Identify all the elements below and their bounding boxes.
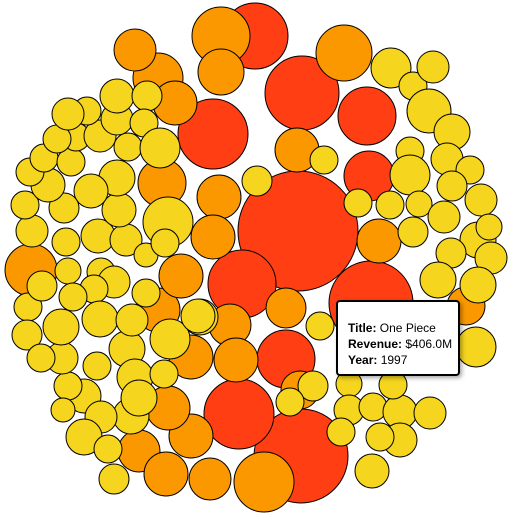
bubble[interactable] [82, 351, 112, 381]
bubble[interactable] [309, 145, 339, 175]
bubble[interactable] [419, 261, 457, 299]
bubble[interactable] [233, 451, 295, 513]
bubble[interactable] [197, 48, 245, 96]
bubble[interactable] [131, 278, 161, 308]
bubble[interactable] [365, 422, 395, 452]
bubble[interactable] [190, 214, 236, 260]
bubble[interactable] [389, 154, 431, 196]
bubble[interactable] [413, 396, 447, 430]
tooltip-revenue-value: $406.0M [405, 337, 453, 351]
bubble[interactable] [11, 319, 43, 351]
bubble[interactable] [26, 270, 58, 302]
bubble[interactable] [139, 127, 181, 169]
tooltip-title-label: Title: [348, 321, 377, 335]
bubble[interactable] [150, 228, 180, 258]
bubble[interactable] [15, 214, 49, 248]
bubble[interactable] [158, 253, 204, 299]
tooltip-title-row: Title: One Piece [348, 320, 458, 336]
bubble[interactable] [99, 78, 135, 114]
bubble[interactable] [475, 213, 503, 241]
bubble[interactable] [397, 216, 429, 248]
bubble[interactable] [42, 308, 80, 346]
bubble[interactable] [101, 192, 137, 228]
bubble[interactable] [50, 397, 76, 423]
bubble[interactable] [149, 359, 179, 389]
bubble[interactable] [375, 190, 405, 220]
bubble[interactable] [120, 379, 158, 417]
bubble[interactable] [73, 173, 109, 209]
bubble[interactable] [115, 303, 149, 337]
tooltip-year-row: Year: 1997 [348, 352, 458, 368]
bubble[interactable] [265, 287, 307, 329]
bubble[interactable] [98, 463, 130, 495]
bubble[interactable] [177, 98, 249, 170]
bubble[interactable] [464, 183, 498, 217]
bubble[interactable] [416, 50, 450, 84]
bubble[interactable] [275, 387, 305, 417]
tooltip-year-label: Year: [348, 353, 378, 367]
bubble[interactable] [188, 457, 232, 501]
bubble[interactable] [131, 80, 163, 112]
bubble[interactable] [203, 378, 275, 450]
bubble[interactable] [54, 257, 82, 285]
tooltip-title-value: One Piece [379, 321, 436, 335]
bubble[interactable] [180, 298, 216, 334]
tooltip-year-value: 1997 [380, 353, 408, 367]
tooltip-revenue-label: Revenue: [348, 337, 403, 351]
bubble[interactable] [427, 200, 461, 234]
bubble[interactable] [326, 417, 356, 447]
bubble[interactable] [48, 192, 80, 224]
bubble[interactable] [356, 218, 402, 264]
bubble[interactable] [93, 434, 123, 464]
bubble[interactable] [213, 337, 259, 383]
tooltip-revenue-row: Revenue: $406.0M [348, 336, 458, 352]
bubble[interactable] [455, 326, 497, 368]
bubble[interactable] [81, 300, 119, 338]
bubble[interactable] [305, 311, 335, 341]
bubble[interactable] [315, 24, 373, 82]
bubble[interactable] [143, 451, 189, 497]
bubble[interactable] [343, 188, 373, 218]
bubble[interactable] [241, 165, 273, 197]
bubble[interactable] [51, 97, 85, 131]
bubble[interactable] [354, 453, 390, 489]
bubble[interactable] [51, 227, 81, 257]
bubble[interactable] [358, 392, 388, 422]
tooltip: Title: One Piece Revenue: $406.0M Year: … [336, 300, 460, 376]
bubble[interactable] [405, 190, 433, 218]
bubble[interactable] [337, 86, 397, 146]
bubble-group [4, 2, 508, 513]
bubble[interactable] [297, 370, 329, 402]
bubble[interactable] [459, 266, 497, 304]
bubble[interactable] [113, 28, 157, 72]
bubble[interactable] [58, 282, 88, 312]
bubble[interactable] [10, 190, 40, 220]
bubble[interactable] [149, 318, 191, 360]
bubble[interactable] [53, 371, 83, 401]
bubble[interactable] [113, 132, 143, 162]
bubble[interactable] [196, 174, 242, 220]
bubble[interactable] [436, 170, 468, 202]
bubble[interactable] [26, 343, 56, 373]
